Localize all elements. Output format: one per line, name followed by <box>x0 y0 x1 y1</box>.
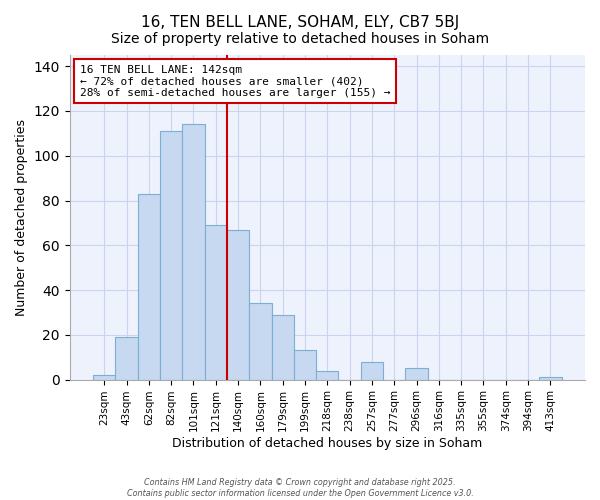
Bar <box>182 124 205 380</box>
Text: Size of property relative to detached houses in Soham: Size of property relative to detached ho… <box>111 32 489 46</box>
Bar <box>137 194 160 380</box>
Bar <box>93 375 115 380</box>
Bar <box>205 225 227 380</box>
Text: 16, TEN BELL LANE, SOHAM, ELY, CB7 5BJ: 16, TEN BELL LANE, SOHAM, ELY, CB7 5BJ <box>141 15 459 30</box>
X-axis label: Distribution of detached houses by size in Soham: Distribution of detached houses by size … <box>172 437 482 450</box>
Y-axis label: Number of detached properties: Number of detached properties <box>15 119 28 316</box>
Bar <box>160 131 182 380</box>
Text: Contains HM Land Registry data © Crown copyright and database right 2025.
Contai: Contains HM Land Registry data © Crown c… <box>127 478 473 498</box>
Bar <box>294 350 316 380</box>
Bar <box>406 368 428 380</box>
Bar <box>249 304 272 380</box>
Bar <box>316 370 338 380</box>
Bar <box>115 337 137 380</box>
Bar <box>361 362 383 380</box>
Bar <box>539 378 562 380</box>
Text: 16 TEN BELL LANE: 142sqm
← 72% of detached houses are smaller (402)
28% of semi-: 16 TEN BELL LANE: 142sqm ← 72% of detach… <box>80 64 391 98</box>
Bar <box>227 230 249 380</box>
Bar <box>272 314 294 380</box>
